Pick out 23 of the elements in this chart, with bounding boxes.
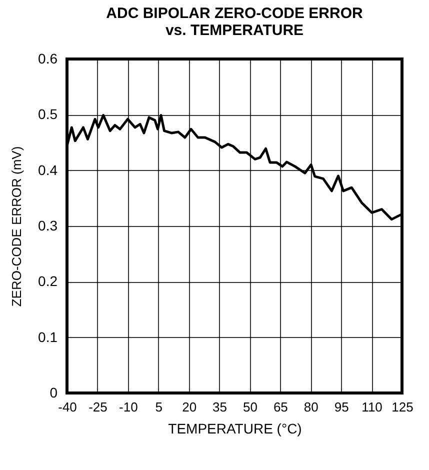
x-tick-label: -10: [119, 400, 138, 414]
x-tick-label: 35: [212, 400, 228, 414]
y-tick-label: 0.3: [38, 218, 58, 234]
x-tick-label: 20: [182, 400, 197, 414]
y-tick-label: 0.2: [38, 273, 58, 290]
x-tick-label: -25: [88, 400, 108, 414]
x-tick-label: 95: [334, 400, 349, 414]
x-tick-label: 50: [242, 400, 258, 414]
x-tick-label: 65: [273, 400, 288, 414]
y-tick-label: 0.5: [38, 106, 58, 122]
x-tick-label: -40: [58, 400, 77, 414]
y-tick-label: 0: [50, 384, 58, 400]
y-tick-label: 0.1: [38, 328, 58, 345]
x-tick-label: 80: [304, 400, 318, 414]
chart-title: ADC BIPOLAR ZERO-CODE ERROR: [106, 5, 363, 22]
x-axis-title: TEMPERATURE (°C): [168, 420, 302, 436]
x-tick-label: 110: [362, 400, 382, 414]
y-tick-label: 0.4: [38, 162, 58, 178]
chart-subtitle: vs. TEMPERATURE: [165, 22, 304, 39]
y-tick-label: 0.6: [38, 50, 58, 66]
x-tick-label: 5: [155, 400, 162, 414]
x-tick-label: 125: [392, 400, 414, 414]
y-axis-title: ZERO-CODE ERROR (mV): [9, 146, 24, 307]
